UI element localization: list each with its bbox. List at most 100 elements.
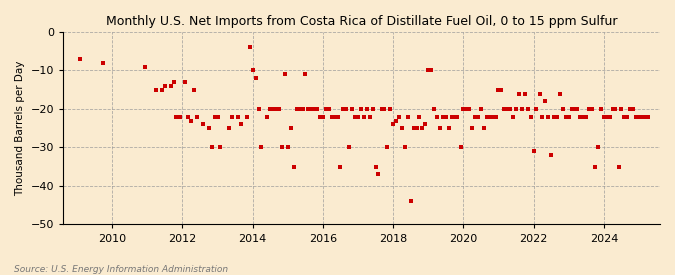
Point: [317, 114, 328, 119]
Point: [455, 145, 466, 150]
Point: [449, 114, 460, 119]
Point: [405, 199, 416, 204]
Point: [613, 164, 624, 169]
Point: [271, 107, 281, 111]
Point: [171, 114, 182, 119]
Point: [209, 114, 220, 119]
Point: [411, 126, 422, 130]
Point: [180, 80, 190, 84]
Point: [288, 164, 299, 169]
Point: [608, 107, 618, 111]
Point: [303, 107, 314, 111]
Point: [364, 114, 375, 119]
Point: [253, 107, 264, 111]
Point: [446, 114, 457, 119]
Point: [564, 114, 574, 119]
Point: [394, 114, 404, 119]
Point: [338, 107, 349, 111]
Point: [265, 107, 275, 111]
Point: [475, 107, 486, 111]
Point: [376, 107, 387, 111]
Point: [616, 107, 627, 111]
Point: [332, 114, 343, 119]
Point: [551, 114, 562, 119]
Point: [493, 87, 504, 92]
Point: [479, 126, 489, 130]
Point: [443, 126, 454, 130]
Text: Source: U.S. Energy Information Administration: Source: U.S. Energy Information Administ…: [14, 265, 227, 274]
Y-axis label: Thousand Barrels per Day: Thousand Barrels per Day: [15, 60, 25, 196]
Point: [291, 107, 302, 111]
Point: [470, 114, 481, 119]
Point: [423, 68, 433, 73]
Point: [312, 107, 323, 111]
Point: [326, 114, 337, 119]
Point: [417, 126, 428, 130]
Point: [273, 107, 284, 111]
Point: [396, 126, 407, 130]
Point: [174, 114, 185, 119]
Point: [581, 114, 592, 119]
Point: [435, 126, 446, 130]
Point: [233, 114, 244, 119]
Point: [555, 91, 566, 96]
Point: [321, 107, 331, 111]
Point: [593, 145, 603, 150]
Point: [440, 114, 451, 119]
Point: [529, 149, 539, 153]
Point: [165, 84, 176, 88]
Point: [514, 91, 524, 96]
Point: [643, 114, 653, 119]
Point: [329, 114, 340, 119]
Point: [601, 114, 612, 119]
Point: [297, 107, 308, 111]
Point: [466, 126, 477, 130]
Point: [569, 107, 580, 111]
Point: [516, 107, 527, 111]
Point: [382, 145, 393, 150]
Point: [344, 145, 354, 150]
Point: [628, 107, 639, 111]
Point: [543, 114, 554, 119]
Point: [496, 87, 507, 92]
Point: [558, 107, 568, 111]
Point: [575, 114, 586, 119]
Point: [408, 126, 419, 130]
Point: [391, 118, 402, 123]
Point: [502, 107, 512, 111]
Point: [192, 114, 202, 119]
Point: [546, 153, 557, 157]
Title: Monthly U.S. Net Imports from Costa Rica of Distillate Fuel Oil, 0 to 15 ppm Sul: Monthly U.S. Net Imports from Costa Rica…: [106, 15, 618, 28]
Point: [306, 107, 317, 111]
Point: [256, 145, 267, 150]
Point: [242, 114, 252, 119]
Point: [531, 107, 542, 111]
Point: [358, 114, 369, 119]
Point: [420, 122, 431, 127]
Point: [74, 57, 85, 61]
Point: [458, 107, 468, 111]
Point: [622, 114, 632, 119]
Point: [335, 164, 346, 169]
Point: [610, 107, 621, 111]
Point: [308, 107, 319, 111]
Point: [370, 164, 381, 169]
Point: [279, 72, 290, 76]
Point: [98, 60, 109, 65]
Point: [367, 107, 378, 111]
Point: [537, 114, 548, 119]
Point: [472, 114, 483, 119]
Point: [300, 72, 310, 76]
Point: [402, 114, 413, 119]
Point: [361, 107, 372, 111]
Point: [356, 107, 367, 111]
Point: [262, 114, 273, 119]
Point: [522, 107, 533, 111]
Point: [431, 114, 442, 119]
Point: [525, 114, 536, 119]
Point: [212, 114, 223, 119]
Point: [379, 107, 389, 111]
Point: [508, 114, 518, 119]
Point: [286, 126, 296, 130]
Point: [247, 68, 258, 73]
